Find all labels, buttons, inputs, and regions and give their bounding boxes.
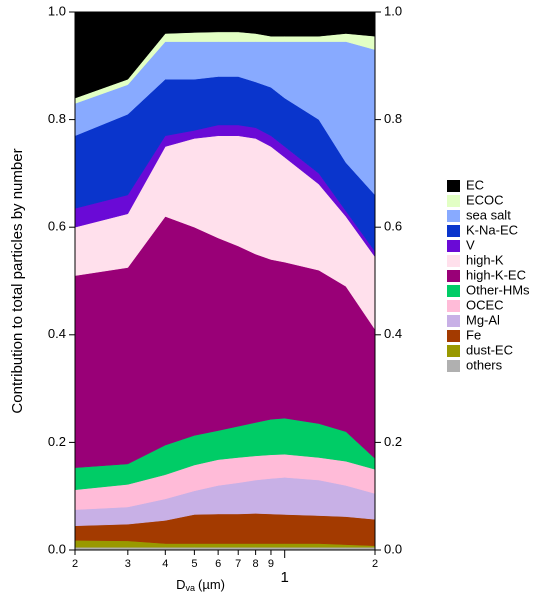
y2-tick-label: 0.2 <box>384 434 402 449</box>
x-title-sub: va <box>186 583 196 593</box>
x-tick-label: 1 <box>281 569 289 586</box>
legend-label: Fe <box>466 327 481 342</box>
y2-tick-label: 0.8 <box>384 111 402 126</box>
x-tick-label: 2 <box>72 558 78 570</box>
y-tick-label: 0.8 <box>48 111 66 126</box>
plot-frame <box>74 11 376 551</box>
legend-swatch <box>447 360 460 372</box>
x-tick-label: 8 <box>253 558 259 570</box>
legend-label: ECOC <box>466 192 504 207</box>
legend-swatch <box>447 180 460 192</box>
legend-label: high-K-EC <box>466 267 526 282</box>
legend-label: Mg-Al <box>466 312 500 327</box>
y-tick-label: 0.2 <box>48 434 66 449</box>
legend-swatch <box>447 240 460 252</box>
legend-swatch <box>447 285 460 297</box>
x-tick-label: 2 <box>372 558 378 570</box>
legend-label: V <box>466 237 475 252</box>
legend-swatch <box>447 270 460 282</box>
legend-label: dust-EC <box>466 342 513 357</box>
legend-swatch <box>447 255 460 267</box>
legend-label: K-Na-EC <box>466 222 518 237</box>
x-tick-label: 4 <box>162 558 168 570</box>
x-tick-label: 6 <box>215 558 221 570</box>
x-tick-label: 7 <box>235 558 241 570</box>
y2-tick-label: 1.0 <box>384 3 402 18</box>
legend-swatch <box>447 315 460 327</box>
legend-swatch <box>447 330 460 342</box>
x-tick-label: 5 <box>191 558 197 570</box>
y-axis-title: Contribution to total particles by numbe… <box>9 148 26 413</box>
legend-label: Other-HMs <box>466 282 530 297</box>
legend-label: OCEC <box>466 297 504 312</box>
legend-label: high-K <box>466 252 504 267</box>
legend-swatch <box>447 345 460 357</box>
y2-tick-label: 0.4 <box>384 326 402 341</box>
y-tick-label: 0.6 <box>48 219 66 234</box>
plot-area <box>74 11 376 551</box>
legend-swatch <box>447 300 460 312</box>
y-tick-label: 1.0 <box>48 3 66 18</box>
x-title-main: D <box>176 577 185 592</box>
legend-swatch <box>447 195 460 207</box>
legend-swatch <box>447 210 460 222</box>
y2-tick-label: 0.6 <box>384 219 402 234</box>
y2-tick-label: 0.0 <box>384 541 402 556</box>
x-tick-label: 3 <box>125 558 131 570</box>
x-axis-title: Dva (µm) <box>176 577 225 593</box>
y-tick-label: 0.0 <box>48 541 66 556</box>
y-tick-label: 0.4 <box>48 326 66 341</box>
legend-label: sea salt <box>466 207 511 222</box>
x-title-unit: (µm) <box>198 577 225 592</box>
x-tick-label: 9 <box>268 558 274 570</box>
legend-label: EC <box>466 177 484 192</box>
legend-swatch <box>447 225 460 237</box>
legend-label: others <box>466 357 503 372</box>
